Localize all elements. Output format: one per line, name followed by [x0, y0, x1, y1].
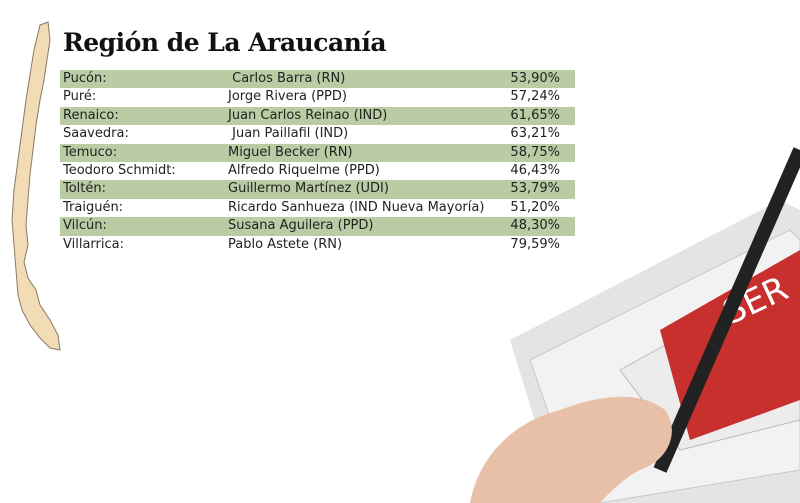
percentage: 58,75% [510, 144, 560, 160]
percentage: 79,59% [510, 236, 560, 252]
candidate: Pablo Astete (RN) [228, 236, 343, 252]
comuna: Vilcún: [63, 218, 107, 234]
comuna: Pucón: [63, 71, 107, 86]
table-row: Pucón: Carlos Barra (RN) 53,90% [60, 70, 575, 89]
candidate: Alfredo Riquelme (PPD) [228, 162, 380, 178]
comuna: Villarrica: [63, 236, 124, 252]
table-row: Temuco: Miguel Becker (RN) 58,75% [60, 143, 575, 162]
candidate: Jorge Rivera (PPD) [228, 89, 347, 105]
comuna: Puré: [63, 89, 97, 105]
comuna: Renaico: [63, 107, 119, 123]
percentage: 46,43% [510, 162, 560, 178]
comuna: Toltén: [63, 181, 107, 197]
table-row: Vilcún: Susana Aguilera (PPD) 48,30% [60, 217, 575, 236]
table-row: Toltén: Guillermo Martínez (UDI) 53,79% [60, 180, 575, 199]
percentage: 53,79% [510, 181, 560, 197]
candidate: Carlos Barra (RN) [228, 71, 346, 86]
results-table: Pucón: Carlos Barra (RN) 53,90% Puré: Jorge… [60, 70, 575, 254]
comuna: Temuco: [63, 144, 118, 160]
percentage: 51,20% [510, 199, 560, 215]
pen [653, 147, 800, 473]
candidate: Susana Aguilera (PPD) [228, 218, 374, 234]
candidate: Juan Paillafil (IND) [228, 126, 349, 142]
percentage: 48,30% [510, 218, 560, 234]
candidate: Juan Carlos Reinao (IND) [228, 107, 388, 123]
percentage: 63,21% [510, 126, 560, 142]
table-row: Renaico: Juan Carlos Reinao (IND) 61,65% [60, 106, 575, 126]
percentage: 57,24% [510, 89, 560, 105]
candidate: Ricardo Sanhueza (IND Nueva Mayoría) [228, 199, 485, 215]
comuna: Teodoro Schmidt: [63, 162, 176, 178]
comuna: Traiguén: [63, 199, 124, 215]
table-row: Teodoro Schmidt: Alfredo Riquelme (PPD) 46… [60, 162, 575, 180]
candidate: Miguel Becker (RN) [228, 144, 353, 160]
table-row: Puré: Jorge Rivera (PPD) 57,24% [60, 88, 575, 106]
table-row: Traiguén: Ricardo Sanhueza (IND Nueva May… [60, 199, 575, 217]
candidate: Guillermo Martínez (UDI) [228, 181, 389, 197]
table-row: Saavedra: Juan Paillafil (IND) 63,21% [60, 125, 575, 143]
chile-map [11, 21, 61, 351]
table-row: Villarrica: Pablo Astete (RN) 79,59% [60, 236, 575, 254]
percentage: 61,65% [510, 107, 560, 123]
title: Región de La Araucanía [63, 28, 387, 57]
percentage: 53,90% [510, 71, 560, 86]
comuna: Saavedra: [63, 126, 129, 142]
